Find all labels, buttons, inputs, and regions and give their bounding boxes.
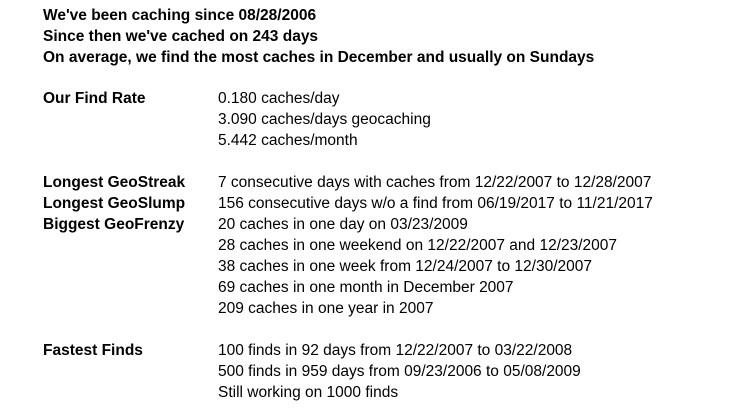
- find-rate-per-caching-day: 3.090 caches/days geocaching: [218, 111, 431, 128]
- find-rate-per-day: 0.180 caches/day: [218, 90, 340, 107]
- fastest-500-finds: 500 finds in 959 days from 09/23/2006 to…: [218, 363, 581, 380]
- fastest-finds-row: 500 finds in 959 days from 09/23/2006 to…: [43, 361, 581, 382]
- empty-label: [43, 235, 218, 256]
- empty-label: [43, 361, 218, 382]
- geofrenzy-row: 28 caches in one weekend on 12/22/2007 a…: [43, 235, 653, 256]
- geofrenzy-month: 69 caches in one month in December 2007: [218, 279, 514, 296]
- caching-since-line: We've been caching since 08/28/2006: [43, 7, 317, 24]
- empty-label: [43, 109, 218, 130]
- empty-label: [43, 130, 218, 151]
- fastest-finds-row: Still working on 1000 finds: [43, 382, 581, 403]
- geofrenzy-year: 209 caches in one year in 2007: [218, 300, 434, 317]
- summary-header: We've been caching since 08/28/2006 Sinc…: [43, 5, 594, 68]
- geofrenzy-row: 69 caches in one month in December 2007: [43, 277, 653, 298]
- geofrenzy-week: 38 caches in one week from 12/24/2007 to…: [218, 258, 592, 275]
- find-rate-label: Our Find Rate: [43, 90, 146, 107]
- fastest-finds-section: Fastest Finds 100 finds in 92 days from …: [43, 340, 581, 403]
- fastest-finds-label: Fastest Finds: [43, 342, 143, 359]
- empty-label: [43, 382, 218, 403]
- find-rate-row: Our Find Rate 0.180 caches/day: [43, 88, 431, 109]
- find-rate-row: 3.090 caches/days geocaching: [43, 109, 431, 130]
- geofrenzy-row: Biggest GeoFrenzy 20 caches in one day o…: [43, 214, 653, 235]
- geoslump-value: 156 consecutive days w/o a find from 06/…: [218, 195, 653, 212]
- geofrenzy-weekend: 28 caches in one weekend on 12/22/2007 a…: [218, 237, 618, 254]
- geofrenzy-label: Biggest GeoFrenzy: [43, 216, 185, 233]
- empty-label: [43, 277, 218, 298]
- find-rate-row: 5.442 caches/month: [43, 130, 431, 151]
- empty-label: [43, 298, 218, 319]
- geofrenzy-row: 209 caches in one year in 2007: [43, 298, 653, 319]
- geofrenzy-day: 20 caches in one day on 03/23/2009: [218, 216, 468, 233]
- find-rate-per-month: 5.442 caches/month: [218, 132, 358, 149]
- geostreak-value: 7 consecutive days with caches from 12/2…: [218, 174, 652, 191]
- fastest-1000-finds: Still working on 1000 finds: [218, 384, 399, 401]
- fastest-finds-row: Fastest Finds 100 finds in 92 days from …: [43, 340, 581, 361]
- streaks-section: Longest GeoStreak 7 consecutive days wit…: [43, 172, 653, 319]
- fastest-100-finds: 100 finds in 92 days from 12/22/2007 to …: [218, 342, 573, 359]
- geofrenzy-row: 38 caches in one week from 12/24/2007 to…: [43, 256, 653, 277]
- average-find-line: On average, we find the most caches in D…: [43, 49, 595, 66]
- geostreak-row: Longest GeoStreak 7 consecutive days wit…: [43, 172, 653, 193]
- days-cached-line: Since then we've cached on 243 days: [43, 28, 319, 45]
- geoslump-row: Longest GeoSlump 156 consecutive days w/…: [43, 193, 653, 214]
- find-rate-section: Our Find Rate 0.180 caches/day 3.090 cac…: [43, 88, 431, 151]
- geostreak-label: Longest GeoStreak: [43, 174, 186, 191]
- geoslump-label: Longest GeoSlump: [43, 195, 186, 212]
- empty-label: [43, 256, 218, 277]
